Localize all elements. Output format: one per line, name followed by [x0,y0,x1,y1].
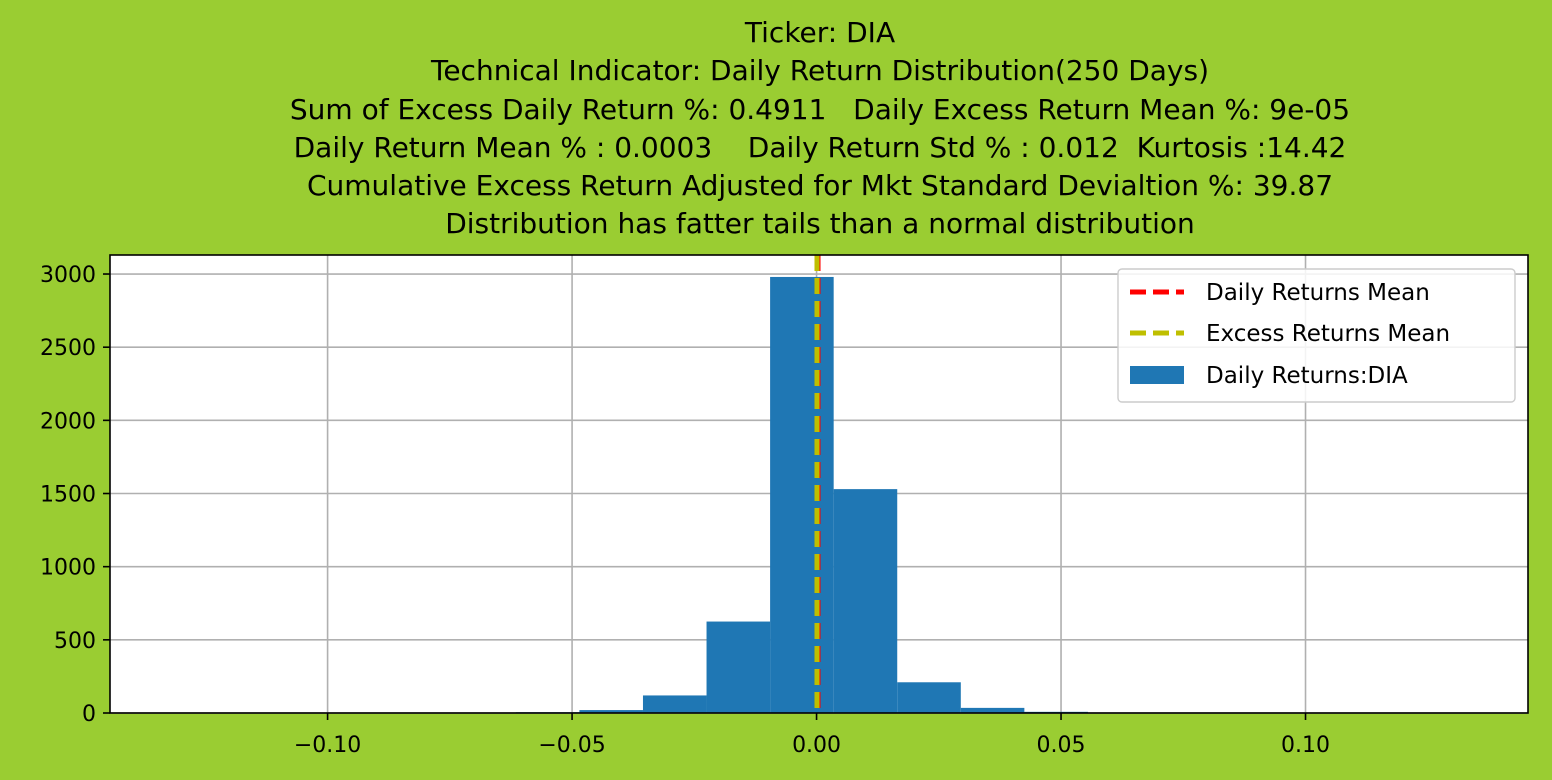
chart-title: Ticker: DIA Technical Indicator: Daily R… [110,14,1530,244]
title-line-indicator: Technical Indicator: Daily Return Distri… [430,54,1210,88]
histogram-bars [515,276,1088,713]
histogram-bar [579,710,643,713]
title-line-ticker: Ticker: DIA [744,16,896,49]
legend-label-histogram: Daily Returns:DIA [1206,363,1408,389]
y-tick-label: 500 [54,629,96,654]
histogram-bar [833,489,898,713]
histogram-bar [897,682,961,713]
legend-label-daily-mean: Daily Returns Mean [1206,280,1430,306]
y-tick-label: 0 [82,702,96,727]
x-tick-label: −0.10 [294,733,361,758]
x-tick-label: 0.10 [1281,733,1330,758]
legend-box [1117,268,1516,403]
legend-label-excess-mean: Excess Returns Mean [1206,321,1450,347]
histogram-bar [770,276,834,713]
title-line-cumulative: Cumulative Excess Return Adjusted for Mk… [306,169,1334,203]
mean-lines [814,255,821,713]
plot-frame [109,254,1529,714]
title-line-tails: Distribution has fatter tails than a nor… [445,207,1195,241]
legend: Daily Returns Mean Excess Returns Mean D… [1117,268,1516,403]
title-line-excess-sum: Sum of Excess Daily Return %: 0.4911 Dai… [289,92,1351,126]
histogram-bar [706,621,771,713]
histogram-bar [960,707,1025,713]
legend-swatch-histogram [1130,366,1184,384]
title-line-mean-std: Daily Return Mean % : 0.0003 Daily Retur… [293,130,1347,164]
y-tick-label: 1500 [40,483,96,508]
x-tick-label: 0.05 [1037,733,1086,758]
x-tick-label: −0.05 [538,733,605,758]
axis-ticks: −0.10 −0.05 0.00 0.05 0.10 0 500 1000 1500 2000 25… [40,263,1330,758]
y-tick-label: 1000 [40,556,96,581]
histogram-bar [642,695,707,713]
y-tick-label: 3000 [40,263,96,288]
x-tick-label: 0.00 [792,733,841,758]
y-tick-label: 2000 [40,409,96,434]
y-tick-label: 2500 [40,336,96,361]
